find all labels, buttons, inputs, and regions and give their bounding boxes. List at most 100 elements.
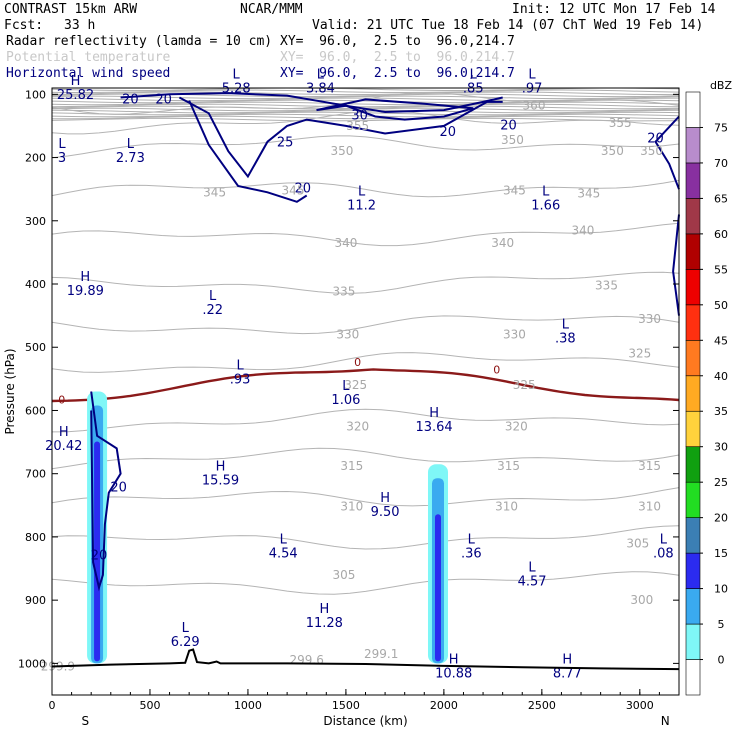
theta-label: 315: [340, 459, 363, 473]
colorbar-swatch: [685, 375, 701, 412]
extremum-kind: H: [71, 74, 81, 89]
extremum-kind: L: [468, 532, 476, 547]
theta-label: 315: [638, 459, 661, 473]
colorbar-swatch: [685, 91, 701, 128]
theta-contour-upper: [51, 117, 680, 122]
theta-contour-305: [51, 525, 680, 550]
extremum-kind: L: [528, 561, 536, 576]
theta-contour-335: [51, 271, 680, 294]
colorbar-label: 0: [718, 654, 725, 667]
wind-contour-25: [178, 96, 503, 179]
extremum-value: 20.42: [45, 439, 82, 454]
colorbar-swatch: [685, 623, 701, 660]
y-tick-label: 600: [25, 404, 46, 417]
y-tick-label: 100: [25, 88, 46, 101]
theta-label: 340: [334, 236, 357, 250]
theta-label: 310: [340, 500, 363, 514]
extremum-value: 4.54: [269, 546, 298, 561]
theta-label: 325: [628, 347, 651, 361]
field-theta-xy: XY= 96.0, 2.5 to 96.0,214.7: [280, 50, 515, 65]
extremum-value: 9.50: [371, 505, 400, 520]
zero-line-label: 0: [354, 356, 361, 369]
theta-label: 350: [601, 144, 624, 158]
colorbar-label: 40: [714, 370, 728, 383]
y-tick-label: 200: [25, 152, 46, 165]
theta-contour-310: [51, 487, 680, 507]
y-tick-label: 800: [25, 531, 46, 544]
theta-contour-345: [51, 179, 680, 198]
extremum-value: 8.77: [553, 666, 582, 681]
colorbar-label: 55: [714, 263, 728, 276]
field-wind-name: Horizontal wind speed: [6, 66, 171, 81]
theta-label: 360: [523, 99, 546, 113]
extremum-value: 11.2: [347, 198, 376, 213]
y-axis-label: Pressure (hPa): [3, 348, 17, 434]
reflectivity-column-core: [434, 514, 441, 662]
theta-contour-upper: [51, 97, 680, 102]
theta-contour-355: [51, 110, 680, 135]
extremum-value: 1.06: [331, 393, 360, 408]
colorbar-label: 60: [714, 228, 728, 241]
colorbar-swatch: [685, 517, 701, 554]
extremum-kind: H: [59, 425, 69, 440]
extremum-kind: L: [660, 532, 668, 547]
y-tick-label: 400: [25, 278, 46, 291]
theta-contour-300: [51, 571, 680, 595]
theta-label: 320: [346, 419, 369, 433]
wind-speed-label: 20: [155, 93, 172, 108]
extremum-value: 19.89: [67, 284, 104, 299]
wind-speed-label: 25: [277, 136, 294, 151]
wind-contour-right-edge: [672, 214, 680, 316]
theta-label: 305: [626, 536, 649, 550]
theta-label: 310: [638, 500, 661, 514]
colorbar-swatch: [685, 233, 701, 270]
x-tick-label: 2500: [528, 699, 556, 712]
extremum-value: .22: [202, 303, 223, 318]
theta-label: 345: [203, 185, 226, 199]
theta-label: 340: [572, 223, 595, 237]
extremum-value: .85: [463, 82, 484, 97]
colorbar-swatch: [685, 659, 701, 696]
colorbar-label: 10: [714, 583, 728, 596]
extremum-kind: L: [358, 184, 366, 199]
extremum-value: 10.88: [435, 666, 472, 681]
colorbar-swatch: [685, 588, 701, 625]
theta-contour-upper: [51, 95, 680, 100]
theta-label: 355: [609, 116, 632, 130]
extremum-kind: L: [236, 358, 244, 373]
colorbar-swatch: [685, 339, 701, 377]
colorbar-swatch: [685, 304, 701, 341]
theta-label: 345: [503, 183, 526, 197]
wind-speed-label: 20: [295, 181, 312, 196]
extremum-kind: L: [58, 137, 66, 152]
theta-contour-upper: [51, 89, 680, 93]
colorbar-swatch: [685, 198, 701, 235]
theta-label: 335: [332, 285, 355, 299]
wind-speed-label: 20: [91, 549, 108, 564]
theta-contour-320: [51, 408, 680, 433]
extremum-value: 5.28: [222, 82, 251, 97]
theta-contour-upper: [51, 113, 680, 118]
extremum-kind: L: [182, 621, 190, 636]
theta-contour-330: [51, 315, 680, 335]
y-tick-label: 900: [25, 594, 46, 607]
extremum-value: .38: [555, 331, 576, 346]
colorbar-swatch: [685, 446, 701, 483]
y-tick-label: 700: [25, 468, 46, 481]
extremum-kind: H: [216, 460, 226, 475]
field-theta-name: Potential temperature: [6, 50, 171, 65]
extremum-kind: L: [280, 532, 288, 547]
theta-label: 340: [491, 236, 514, 250]
zero-line-label: 0: [493, 363, 500, 376]
extremum-value: 15.59: [202, 474, 239, 489]
theta-label: 315: [497, 459, 520, 473]
theta-label: 350: [501, 133, 524, 147]
extremum-kind: L: [342, 379, 350, 394]
extremum-kind: H: [80, 270, 90, 285]
theta-label: 305: [332, 568, 355, 582]
theta-label: 299.1: [364, 647, 398, 661]
wind-contour-20-low-level: [90, 391, 122, 592]
theta-contour-325: [51, 352, 680, 373]
